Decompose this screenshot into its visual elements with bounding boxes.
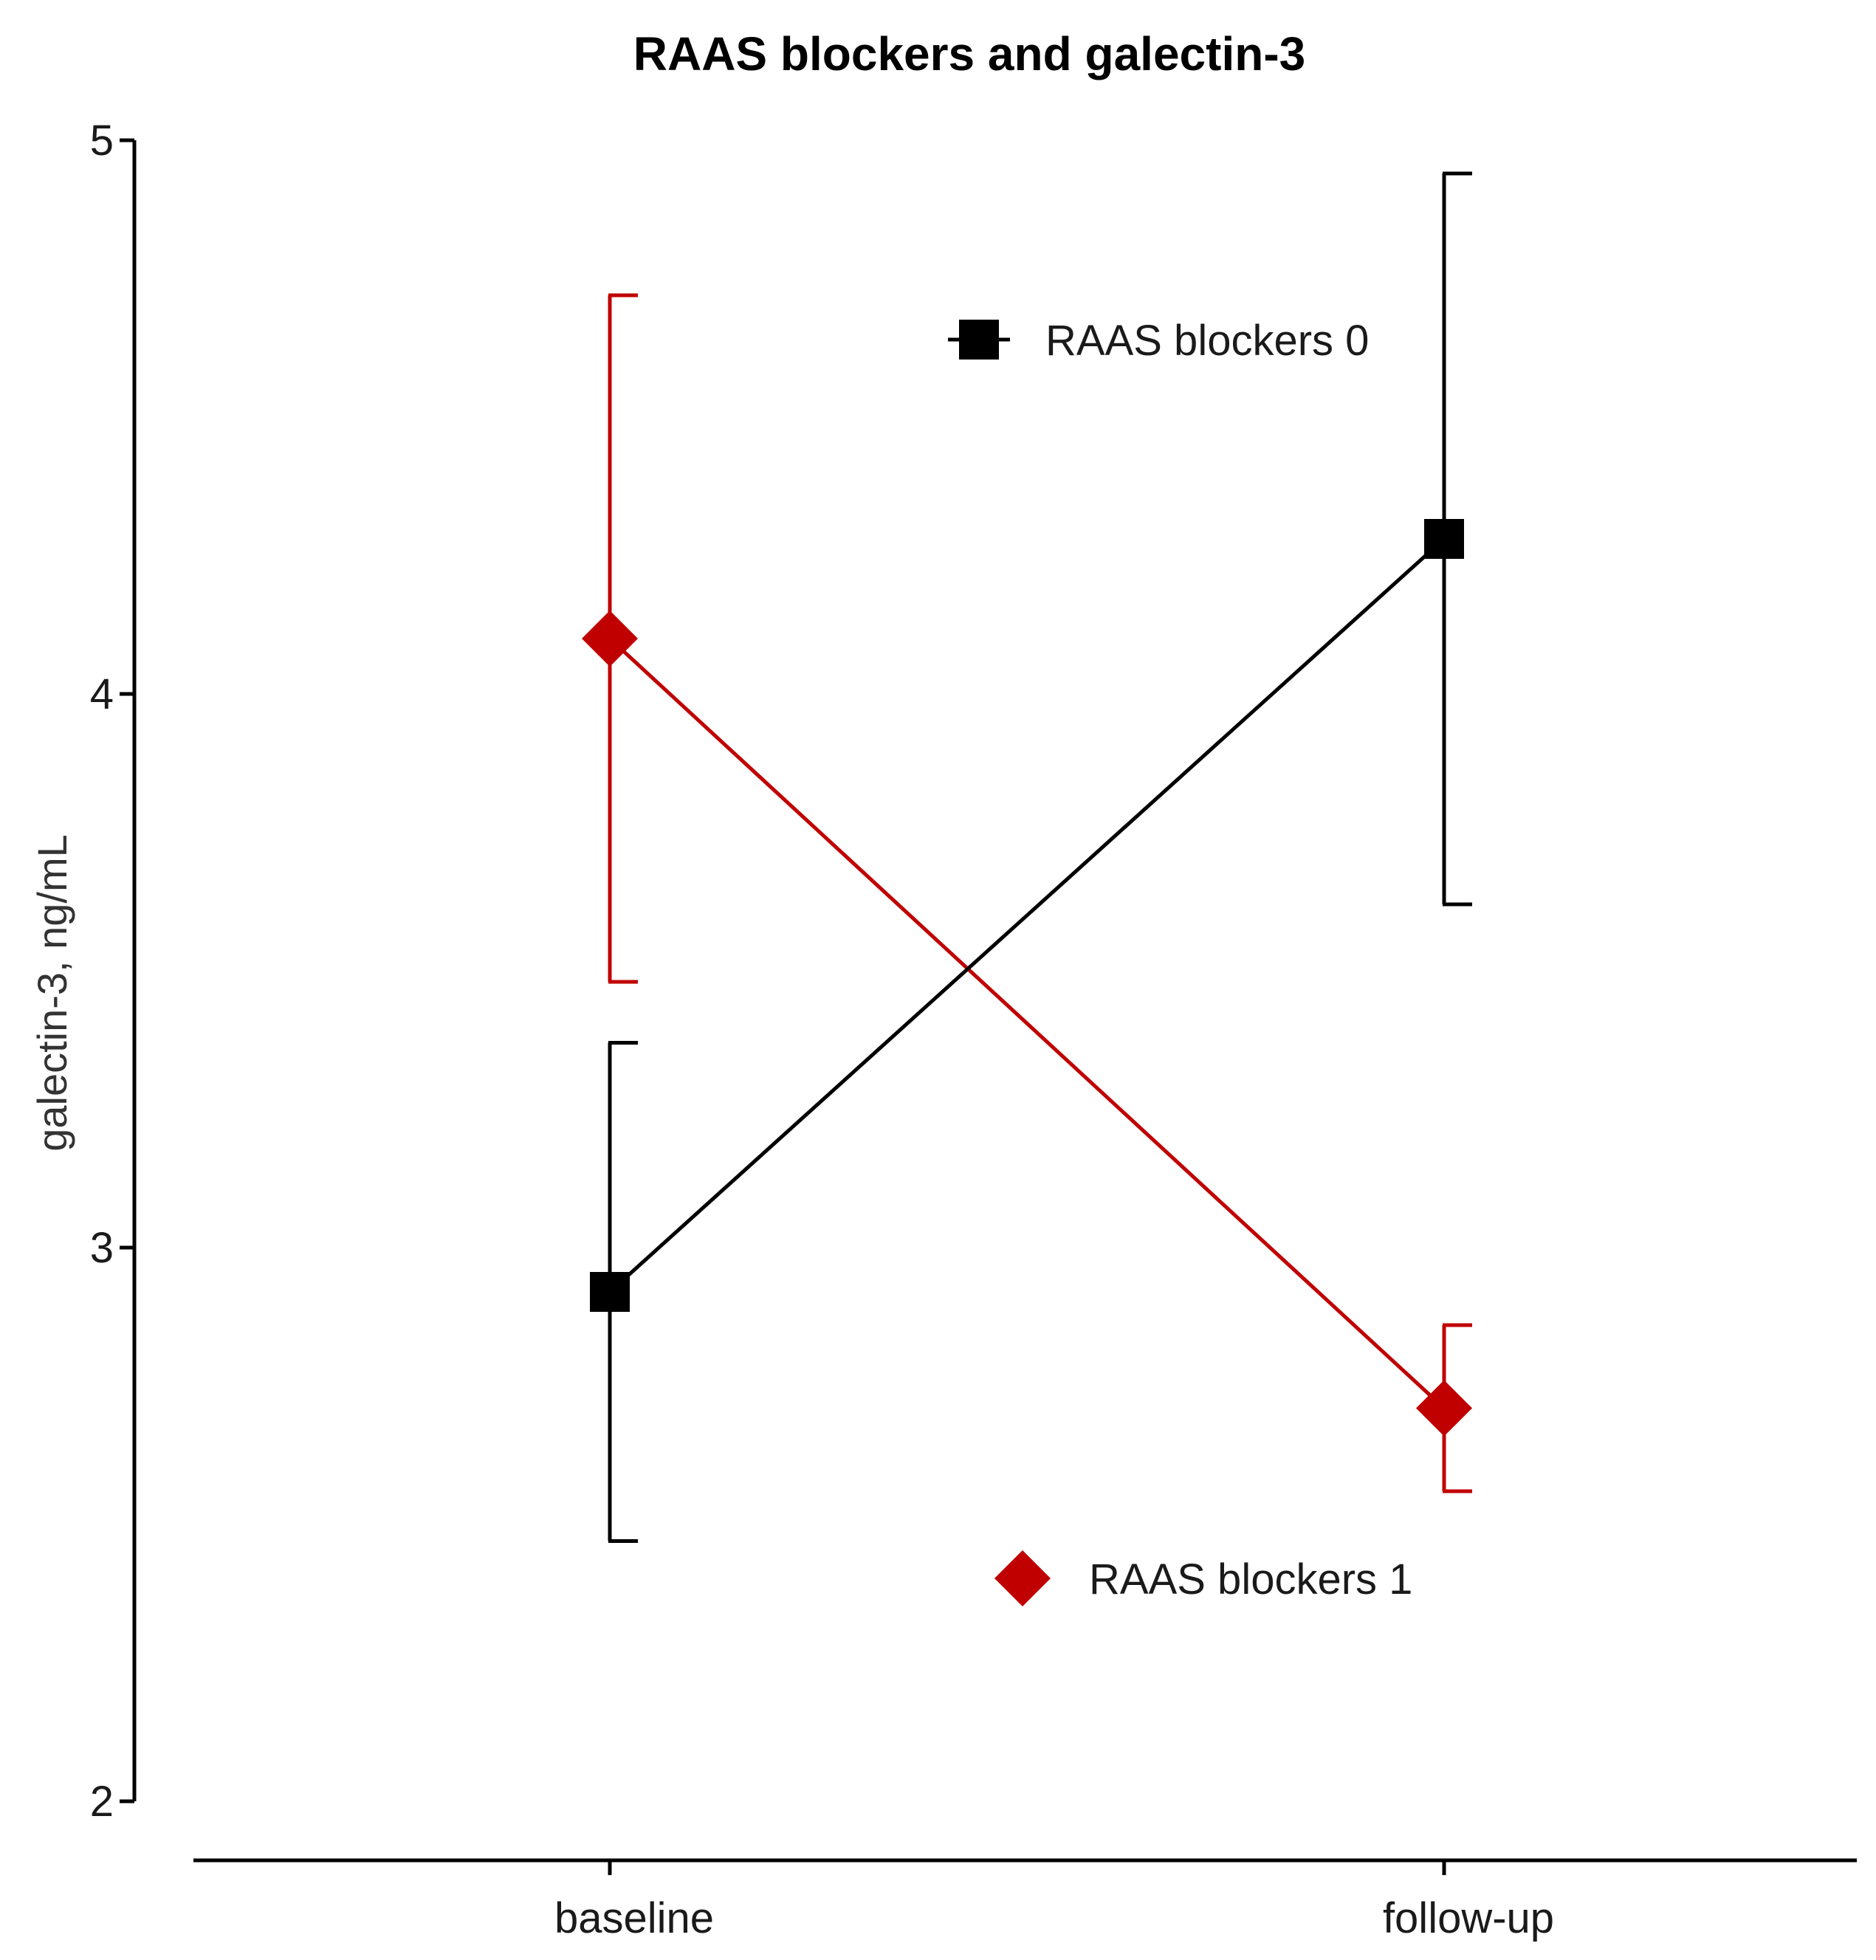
series-line <box>608 637 1446 1410</box>
data-point-square <box>1424 519 1464 559</box>
chart-title: RAAS blockers and galectin-3 <box>633 27 1305 80</box>
legend: RAAS blockers 0 RAAS blockers 1 <box>948 317 1412 1606</box>
series-raas-0 <box>590 171 1472 1543</box>
series-line <box>608 537 1446 1293</box>
data-point-square <box>590 1272 630 1312</box>
x-tick-label: baseline <box>554 1894 714 1942</box>
y-tick-label: 4 <box>90 670 114 718</box>
legend-item: RAAS blockers 0 <box>948 317 1369 365</box>
y-ticks: 2 3 4 5 <box>90 117 134 1826</box>
y-tick-label: 3 <box>90 1224 114 1272</box>
legend-label: RAAS blockers 1 <box>1089 1555 1412 1603</box>
x-tick-label: follow-up <box>1383 1894 1554 1942</box>
data-point-diamond <box>1416 1380 1472 1437</box>
x-ticks: baseline follow-up <box>554 1860 1554 1942</box>
series-raas-1 <box>582 293 1472 1493</box>
series-layer <box>582 171 1472 1543</box>
y-tick-label: 2 <box>90 1778 114 1826</box>
y-axis-label: galectin-3, ng/mL <box>29 834 75 1152</box>
y-tick-label: 5 <box>90 117 114 165</box>
legend-marker <box>994 1550 1051 1606</box>
legend-item: RAAS blockers 1 <box>994 1550 1412 1606</box>
data-point-diamond <box>582 611 638 667</box>
legend-label: RAAS blockers 0 <box>1045 317 1369 365</box>
legend-marker <box>959 320 999 360</box>
